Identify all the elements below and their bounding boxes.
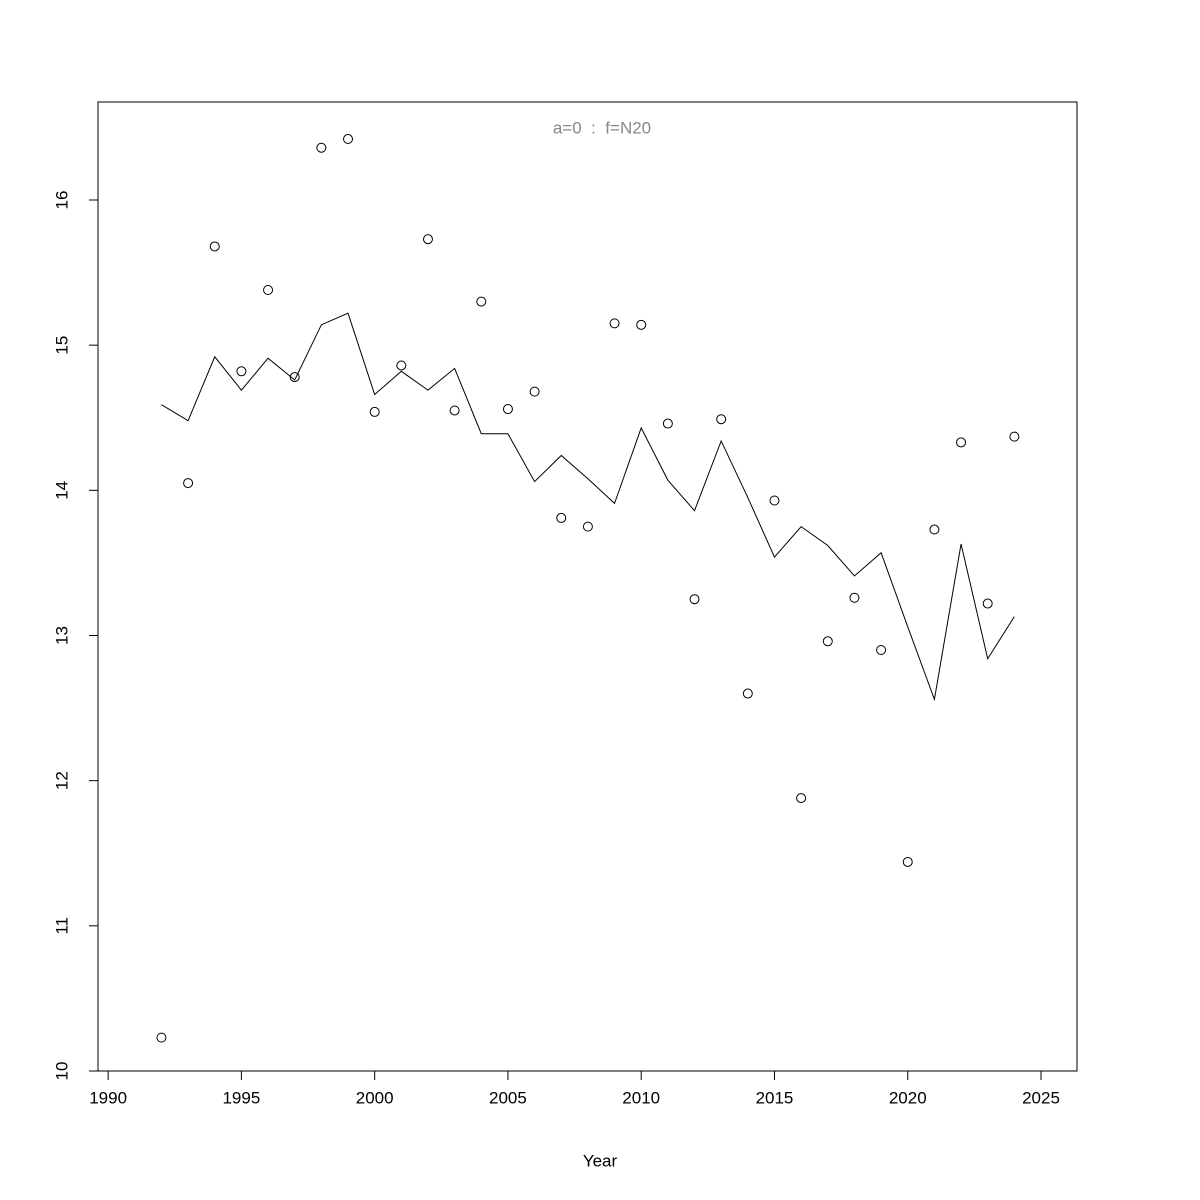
x-tick-label: 2025 [1022, 1088, 1060, 1107]
data-point [796, 793, 807, 804]
data-point [636, 319, 647, 330]
data-point [982, 598, 993, 609]
data-point [316, 142, 327, 153]
y-tick-label: 12 [52, 771, 71, 790]
y-tick-label: 16 [52, 191, 71, 210]
data-point [662, 418, 673, 429]
y-tick-label: 14 [52, 481, 71, 500]
data-point [156, 1032, 167, 1043]
data-point [263, 284, 274, 295]
data-point [1009, 431, 1020, 442]
data-point [582, 521, 593, 532]
data-point [236, 366, 247, 377]
y-tick-label: 13 [52, 626, 71, 645]
data-point [742, 688, 753, 699]
data-point [502, 404, 513, 415]
data-point [822, 636, 833, 647]
data-point [209, 241, 220, 252]
y-tick-label: 10 [52, 1062, 71, 1081]
data-point [902, 856, 913, 867]
x-tick-label: 1995 [222, 1088, 260, 1107]
data-point [476, 296, 487, 307]
data-point [422, 234, 433, 245]
data-point [956, 437, 967, 448]
x-tick-label: 2000 [356, 1088, 394, 1107]
data-point [396, 360, 407, 371]
data-point [183, 478, 194, 489]
data-point [609, 318, 620, 329]
series-line [161, 312, 1015, 702]
data-point [929, 524, 940, 535]
x-tick-label: 2005 [489, 1088, 527, 1107]
chart-title: a=0 : f=N20 [553, 118, 651, 137]
data-point [529, 386, 540, 397]
x-tick-label: 2015 [756, 1088, 794, 1107]
data-point [876, 645, 887, 656]
x-tick-label: 2020 [889, 1088, 927, 1107]
data-point [689, 594, 700, 605]
data-point [769, 495, 780, 506]
y-tick-label: 15 [52, 336, 71, 355]
x-axis-label: Year [583, 1151, 618, 1170]
data-point [289, 372, 300, 383]
plot-box [97, 101, 1078, 1072]
data-point [849, 592, 860, 603]
x-tick-label: 1990 [89, 1088, 127, 1107]
x-tick-label: 2010 [622, 1088, 660, 1107]
data-point [369, 406, 380, 417]
data-point [556, 512, 567, 523]
y-tick-label: 11 [52, 917, 71, 935]
data-point [716, 414, 727, 425]
data-point [449, 405, 460, 416]
data-point [343, 134, 354, 145]
